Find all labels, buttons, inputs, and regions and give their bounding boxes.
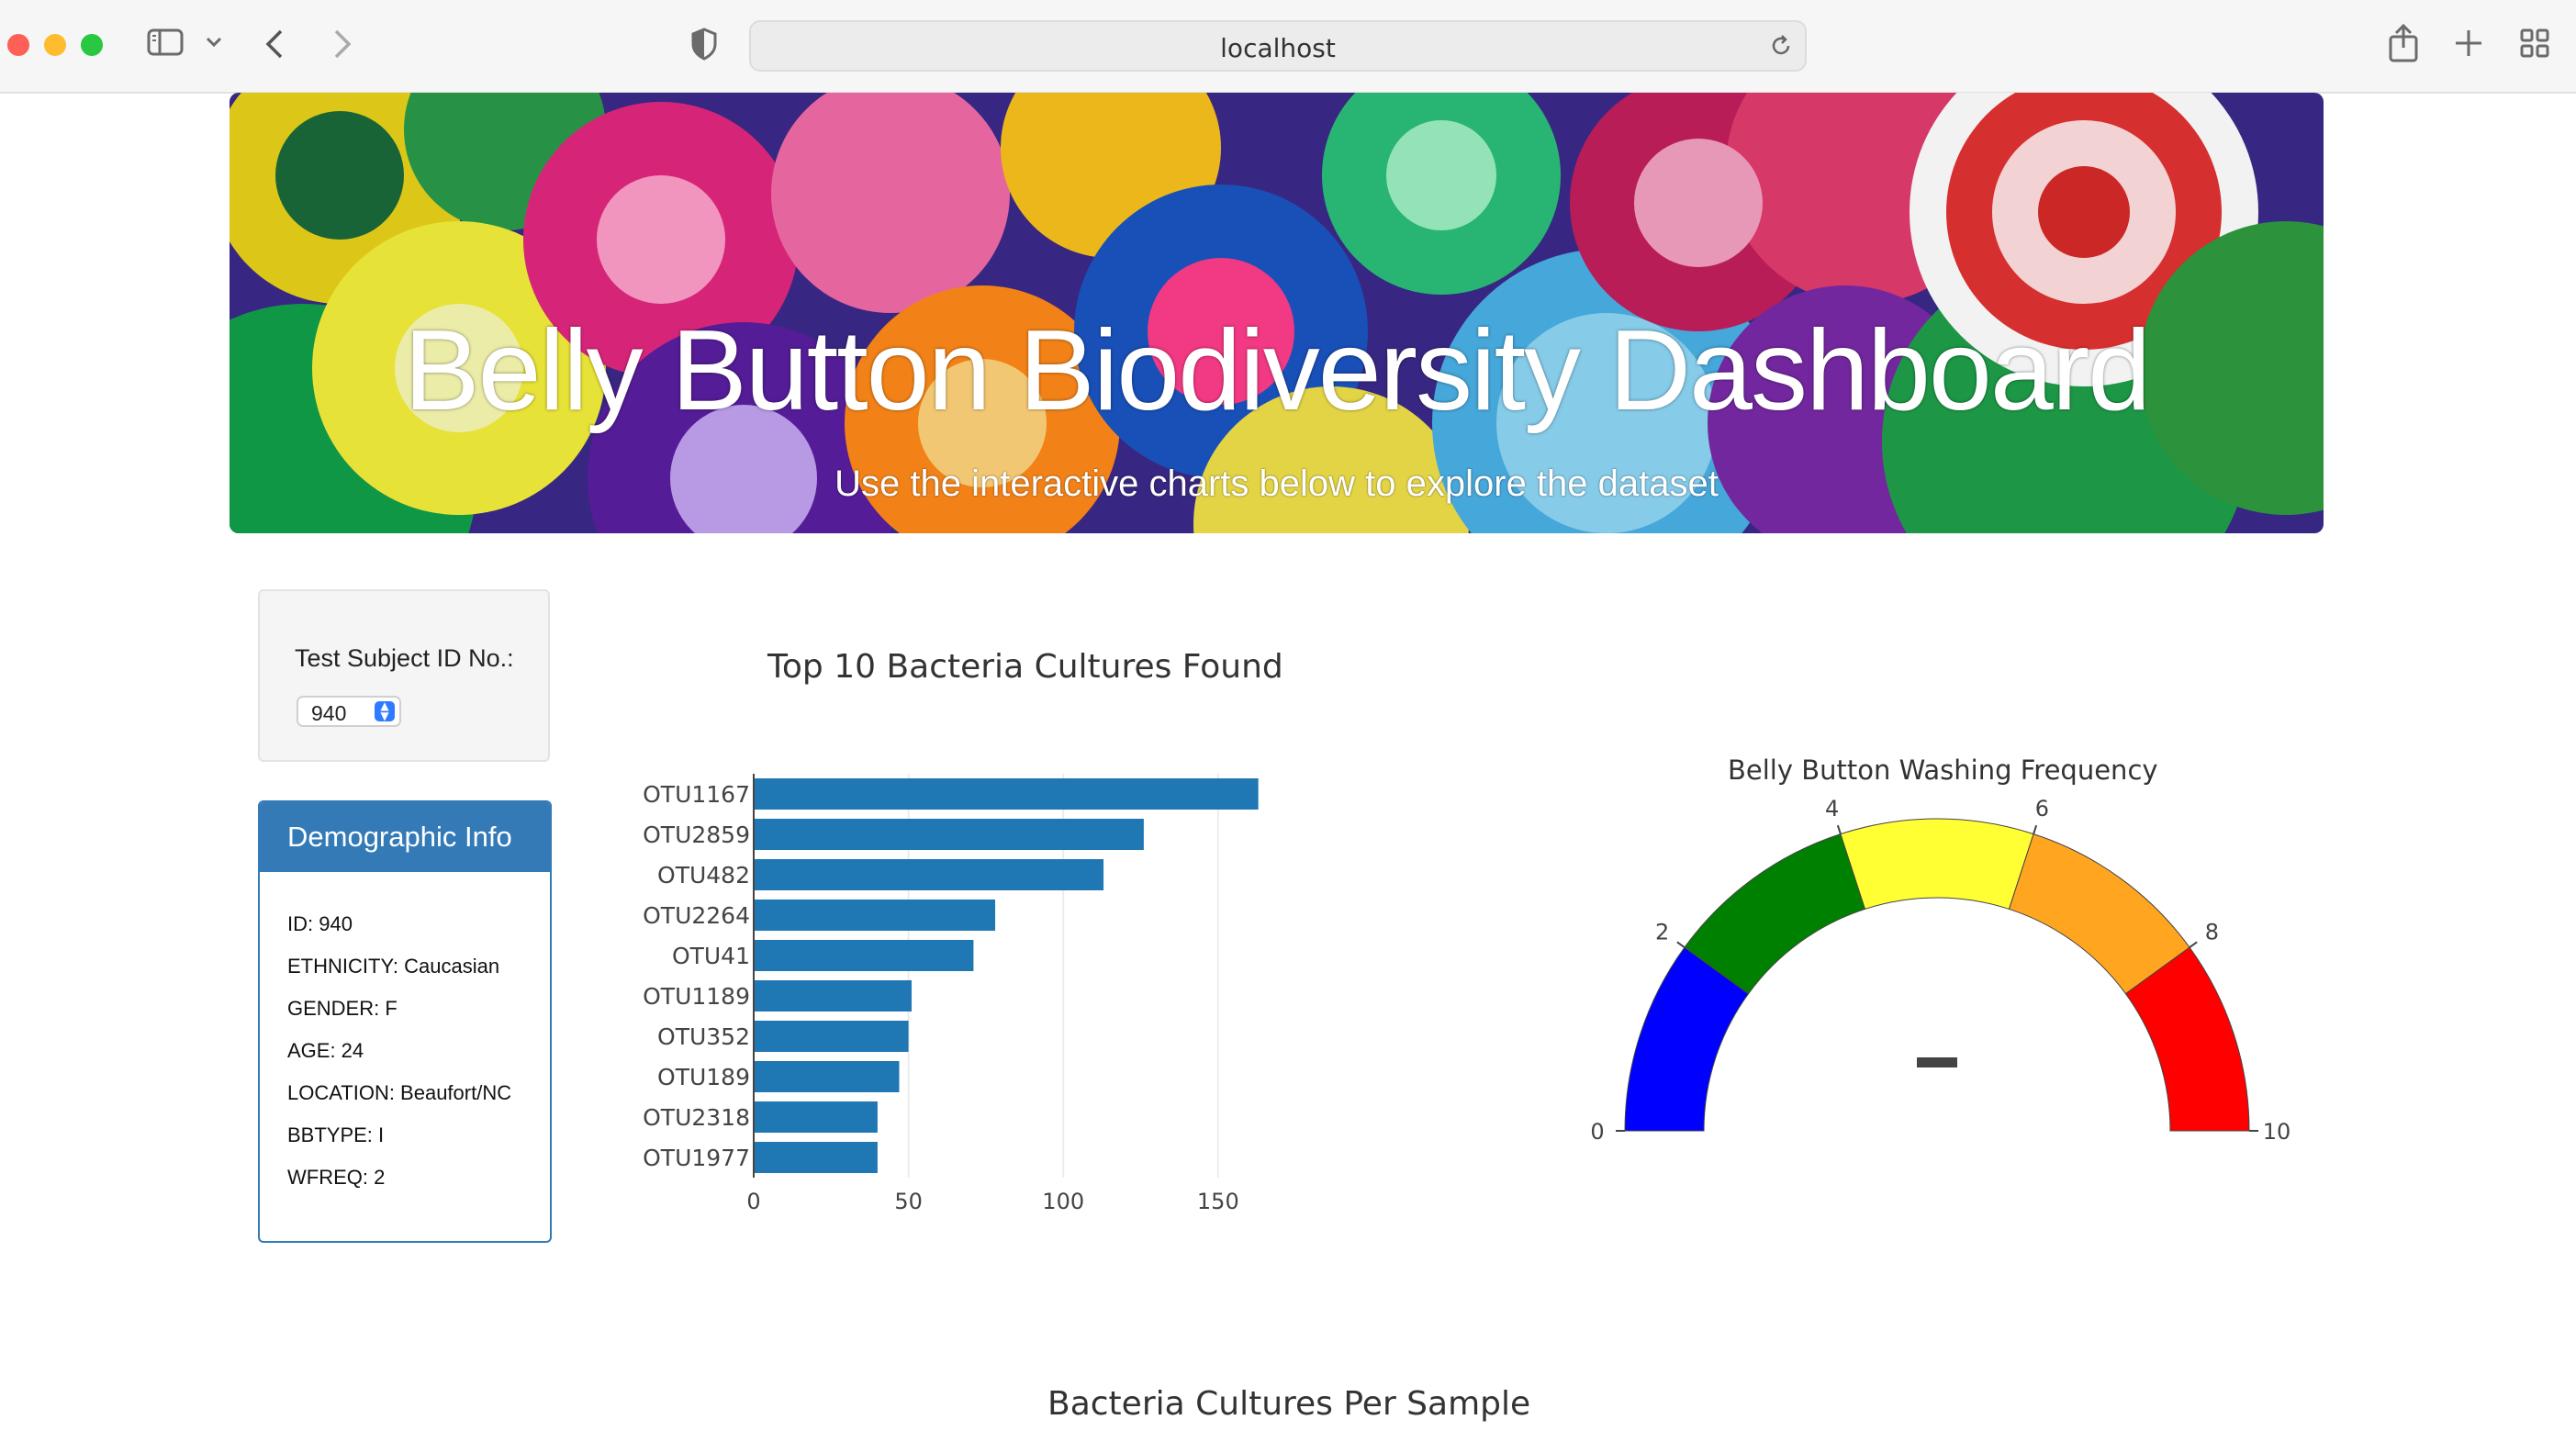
bar bbox=[754, 940, 974, 971]
zoom-window-button[interactable] bbox=[81, 34, 103, 56]
bar-category-label: OTU1189 bbox=[643, 983, 750, 1010]
demo-row-ethnicity: ETHNICITY: Caucasian bbox=[287, 955, 500, 978]
demo-row-location: LOCATION: Beaufort/NC bbox=[287, 1081, 512, 1104]
gauge-tick-label: 2 bbox=[1655, 920, 1669, 945]
tab-overview-icon[interactable] bbox=[2519, 28, 2550, 62]
gauge-tick bbox=[2189, 941, 2198, 948]
bubble-chart-title: Bacteria Cultures Per Sample bbox=[1047, 1385, 1531, 1423]
bar bbox=[754, 980, 912, 1012]
chevron-down-icon[interactable] bbox=[204, 33, 224, 55]
new-tab-icon[interactable] bbox=[2453, 28, 2484, 62]
bar-x-tick-label: 50 bbox=[894, 1189, 923, 1214]
demo-row-wfreq: WFREQ: 2 bbox=[287, 1166, 386, 1189]
reload-icon[interactable] bbox=[1768, 33, 1794, 63]
bar bbox=[754, 1101, 878, 1133]
gauge-chart[interactable]: 0 2 4 6 8 10 bbox=[1561, 789, 2332, 1175]
bar bbox=[754, 1021, 909, 1052]
bar-category-label: OTU41 bbox=[672, 943, 750, 969]
dashboard-title: Belly Button Biodiversity Dashboard bbox=[403, 307, 2151, 434]
gauge-chart-title: Belly Button Washing Frequency bbox=[1728, 754, 2158, 786]
select-stepper-icon: ▲ ▼ bbox=[375, 700, 395, 721]
dashboard-subtitle: Use the interactive charts below to expl… bbox=[834, 464, 1719, 504]
url-text: localhost bbox=[1220, 33, 1336, 63]
gauge-tick bbox=[1676, 941, 1686, 948]
subject-id-label: Test Subject ID No.: bbox=[295, 644, 514, 672]
demo-row-age: AGE: 24 bbox=[287, 1039, 364, 1062]
bar-category-label: OTU1977 bbox=[643, 1145, 750, 1171]
bar-x-tick-label: 0 bbox=[746, 1189, 760, 1214]
privacy-shield-icon[interactable] bbox=[690, 28, 718, 64]
demo-row-id: ID: 940 bbox=[287, 912, 353, 935]
demo-row-gender: GENDER: F bbox=[287, 997, 398, 1020]
bar-category-label: OTU352 bbox=[657, 1023, 750, 1050]
subject-selector-well: Test Subject ID No.: 940 ▲ ▼ bbox=[258, 589, 550, 762]
gauge-value-indicator bbox=[1917, 1057, 1957, 1067]
gauge-tick-label: 4 bbox=[1825, 796, 1839, 822]
bar-x-tick-label: 100 bbox=[1042, 1189, 1084, 1214]
sidebar-toggle-icon[interactable] bbox=[147, 28, 184, 61]
bar bbox=[754, 1061, 900, 1092]
bar-x-tick-label: 150 bbox=[1197, 1189, 1239, 1214]
bar bbox=[754, 859, 1104, 890]
bar-category-label: OTU2859 bbox=[643, 822, 750, 848]
gauge-tick-label: 6 bbox=[2035, 796, 2049, 822]
hero-banner: Belly Button Biodiversity Dashboard Use … bbox=[230, 93, 2324, 533]
gauge-step-segment bbox=[2124, 946, 2250, 1132]
demographic-panel: Demographic Info ID: 940 ETHNICITY: Cauc… bbox=[258, 800, 552, 1243]
browser-toolbar: localhost bbox=[0, 0, 2576, 94]
bar bbox=[754, 1142, 878, 1173]
watercolor-circles-background bbox=[230, 93, 2324, 533]
gauge-tick bbox=[2033, 824, 2038, 834]
demographic-list: ID: 940 ETHNICITY: Caucasian GENDER: F A… bbox=[260, 872, 550, 1208]
gauge-tick-label: 10 bbox=[2263, 1119, 2291, 1145]
address-bar[interactable]: localhost bbox=[749, 20, 1807, 72]
bar-category-label: OTU1167 bbox=[643, 781, 750, 808]
bar-category-label: OTU2318 bbox=[643, 1104, 750, 1131]
bar-category-label: OTU2264 bbox=[643, 902, 750, 929]
gauge-step-segment bbox=[1840, 818, 2034, 911]
bar bbox=[754, 778, 1259, 810]
bar-category-label: OTU189 bbox=[657, 1064, 750, 1090]
close-window-button[interactable] bbox=[7, 34, 29, 56]
back-icon[interactable] bbox=[263, 28, 288, 64]
bar-category-label: OTU482 bbox=[657, 862, 750, 889]
bar-chart-title: Top 10 Bacteria Cultures Found bbox=[767, 648, 1283, 686]
gauge-tick-label: 8 bbox=[2205, 920, 2219, 945]
gauge-tick-label: 0 bbox=[1590, 1119, 1604, 1145]
subject-id-value: 940 bbox=[311, 701, 347, 725]
gauge-tick bbox=[1836, 824, 1842, 834]
forward-icon[interactable] bbox=[329, 28, 354, 64]
minimize-window-button[interactable] bbox=[44, 34, 66, 56]
demo-row-bbtype: BBTYPE: I bbox=[287, 1123, 385, 1146]
share-icon[interactable] bbox=[2387, 23, 2420, 68]
demographic-heading: Demographic Info bbox=[260, 802, 550, 872]
bar-chart[interactable]: 0 50 100 150 OTU1167 OTU2859 OTU482 OTU2264 OTU4… bbox=[624, 753, 1285, 1230]
bar bbox=[754, 819, 1144, 850]
subject-id-select[interactable]: 940 ▲ ▼ bbox=[297, 696, 401, 727]
bar bbox=[754, 900, 996, 931]
